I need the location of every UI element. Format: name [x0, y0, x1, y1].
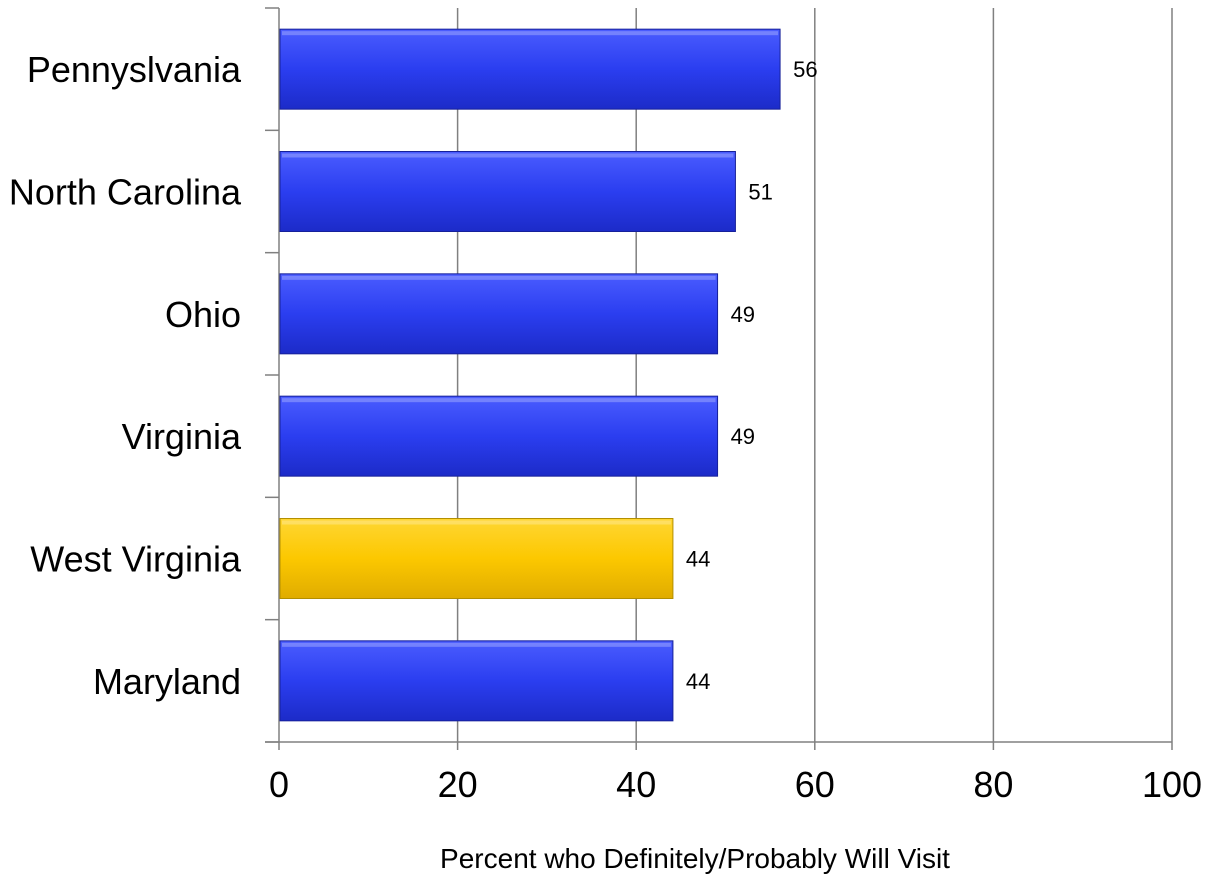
- category-label: West Virginia: [30, 539, 242, 580]
- value-label: 56: [793, 57, 817, 82]
- x-tick-label: 20: [438, 764, 478, 805]
- bar-bevel: [282, 31, 779, 36]
- value-label: 44: [686, 669, 710, 694]
- x-tick-label: 60: [795, 764, 835, 805]
- category-label: Pennyslvania: [27, 49, 242, 90]
- bar-pennyslvania: [279, 28, 781, 110]
- bar-west-virginia: [279, 518, 674, 599]
- x-tick-label: 80: [973, 764, 1013, 805]
- value-label: 44: [686, 547, 710, 572]
- gridlines: [456, 8, 1173, 742]
- bar-bevel: [282, 275, 716, 280]
- x-tick-label: 40: [616, 764, 656, 805]
- bar-bevel: [282, 153, 734, 158]
- value-label: 49: [731, 424, 755, 449]
- bar-north-carolina: [279, 151, 736, 232]
- bars: [279, 28, 781, 722]
- x-tick-label: 100: [1142, 764, 1202, 805]
- labels: 0 20 40 60 80 100 Pennyslvania 56 North Carolina…: [9, 49, 1202, 805]
- bar-ohio: [279, 273, 719, 355]
- bar-maryland: [279, 640, 674, 722]
- bar-bevel: [282, 642, 671, 647]
- x-axis-title: Percent who Definitely/Probably Will Vis…: [440, 843, 950, 874]
- value-label: 49: [731, 302, 755, 327]
- category-label: North Carolina: [9, 172, 242, 213]
- axes: [265, 7, 1173, 750]
- bar-bevel: [282, 520, 671, 525]
- category-label: Maryland: [93, 661, 241, 702]
- x-tick-label: 0: [269, 764, 289, 805]
- value-label: 51: [748, 180, 772, 205]
- category-label: Virginia: [122, 416, 242, 457]
- bar-virginia: [279, 395, 719, 477]
- category-label: Ohio: [165, 294, 241, 335]
- bar-bevel: [282, 398, 716, 403]
